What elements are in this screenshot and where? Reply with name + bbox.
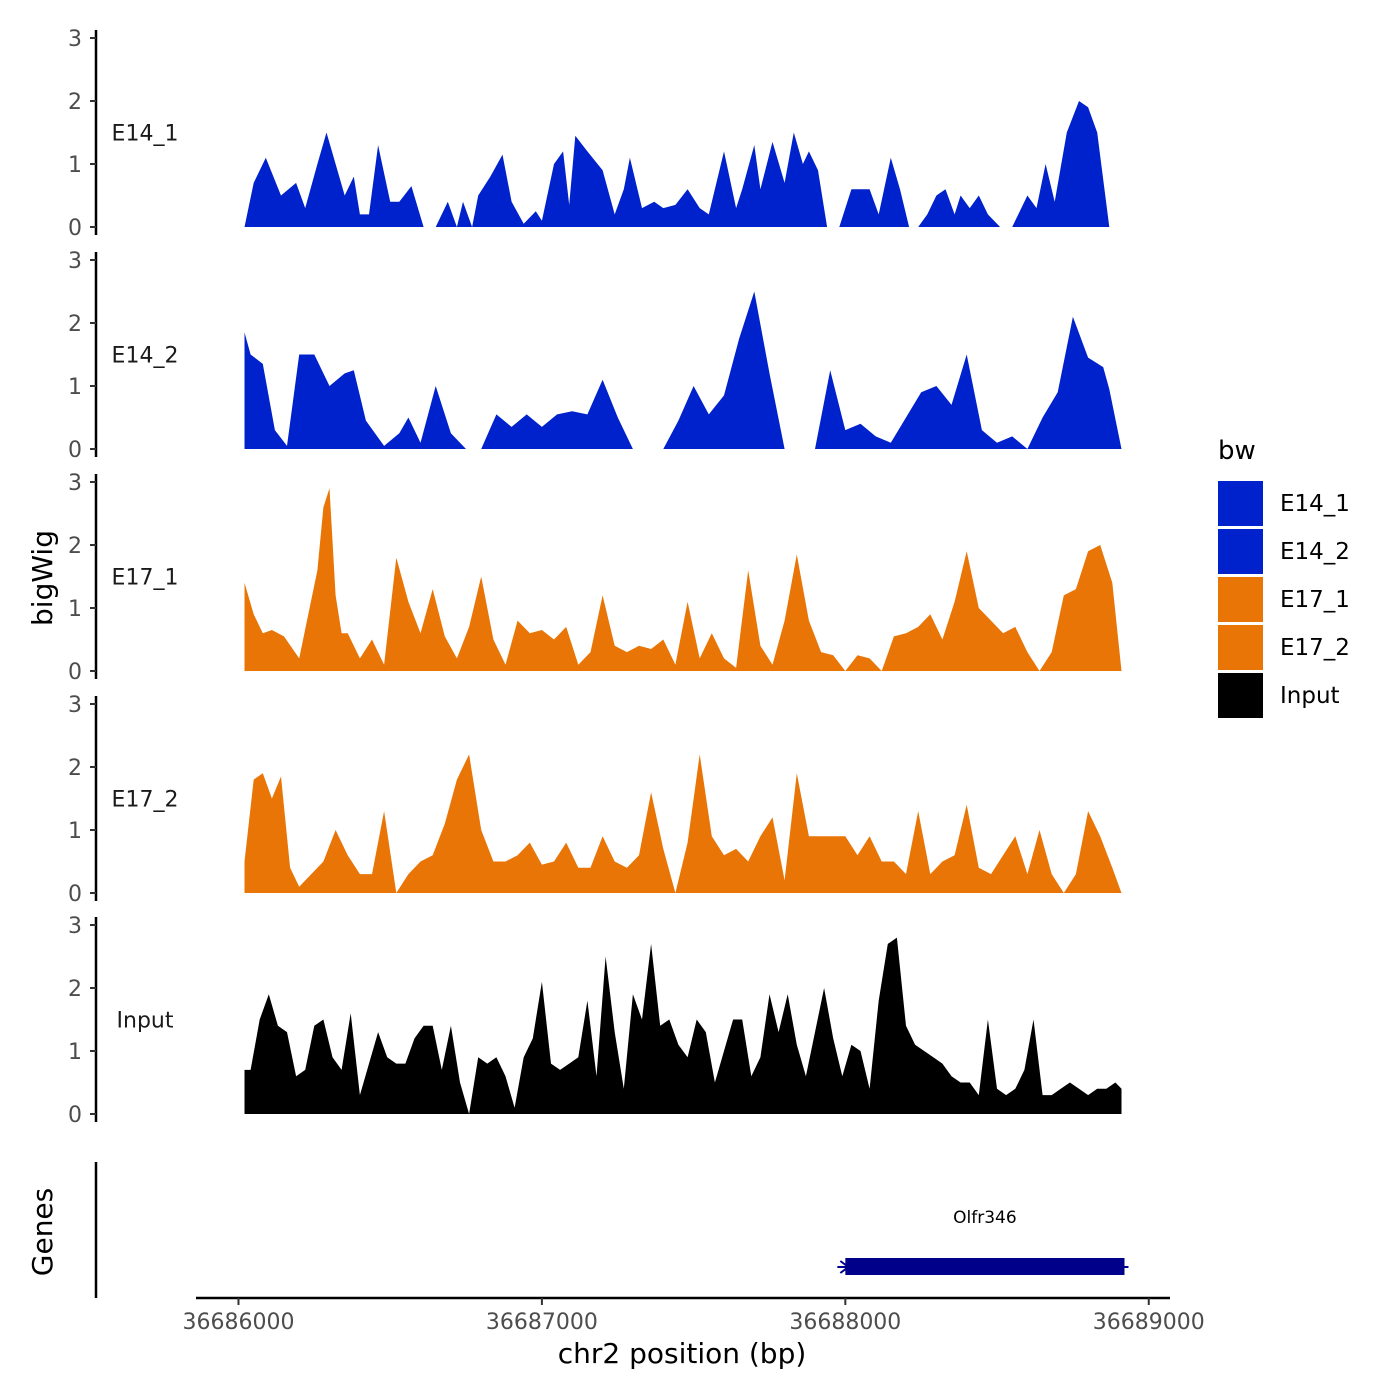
x-axis: 36686000 36687000 36688000 36689000 [182,1296,1205,1335]
track-Input: 0 1 2 3 Input [68,914,1122,1128]
gene-label-Olfr346: Olfr346 [953,1208,1017,1228]
y-tick-label-E14_1-2: 2 [68,90,82,115]
legend-label-E17_1: E17_1 [1280,587,1350,613]
legend: bw E14_1 E14_2 E17_1 E17_2 Input [1218,436,1350,718]
signal-tracks: 0 1 2 3 E14_1 0 1 2 3 E14_2 0 1 2 3 E17_1 0 1 2 3 E17_2 0 1 2 3… [68,27,1122,1128]
x-tick-label-36687000: 36687000 [486,1310,598,1335]
track-E17_2: 0 1 2 3 E17_2 [68,693,1122,907]
track-label-E14_2: E14_2 [112,344,179,369]
area-E14_1 [244,101,1122,227]
y-tick-label-E14_1-3: 3 [68,27,82,52]
x-tick-label-36686000: 36686000 [182,1310,294,1335]
y-tick-label-E14_2-1: 1 [68,375,82,400]
y-tick-label-E14_2-3: 3 [68,249,82,274]
track-E14_2: 0 1 2 3 E14_2 [68,249,1122,463]
y-tick-label-E17_2-0: 0 [68,882,82,907]
legend-label-E14_1: E14_1 [1280,491,1350,517]
legend-key-E17_2 [1218,625,1263,670]
track-label-E17_1: E17_1 [112,566,179,591]
legend-key-E14_1 [1218,481,1263,526]
track-label-E14_1: E14_1 [112,122,179,147]
track-label-Input: Input [117,1009,174,1034]
strand-arrow-icon [839,1260,850,1274]
legend-label-E17_2: E17_2 [1280,635,1350,661]
y-tick-label-E17_2-2: 2 [68,756,82,781]
genes-panel: Olfr346 [94,1162,1129,1298]
area-E17_1 [244,488,1122,671]
legend-key-E17_1 [1218,577,1263,622]
legend-label-Input: Input [1280,683,1340,709]
y-tick-label-Input-2: 2 [68,977,82,1002]
y-tick-label-E14_1-1: 1 [68,153,82,178]
y-tick-label-E17_2-3: 3 [68,693,82,718]
legend-title: bw [1218,436,1256,466]
legend-key-E14_2 [1218,529,1263,574]
y-tick-label-E17_1-3: 3 [68,471,82,496]
y-tick-label-E14_2-0: 0 [68,438,82,463]
y-tick-label-E17_1-2: 2 [68,534,82,559]
y-axis-title: bigWig [26,530,59,626]
y-tick-label-E17_1-0: 0 [68,660,82,685]
area-E14_2 [244,291,1122,449]
area-E17_2 [244,754,1122,893]
x-axis-title: chr2 position (bp) [558,1337,807,1370]
y-tick-label-Input-0: 0 [68,1103,82,1128]
y-tick-label-E17_2-1: 1 [68,819,82,844]
y-tick-label-E14_2-2: 2 [68,312,82,337]
y-tick-label-E17_1-1: 1 [68,597,82,622]
gene-features: Olfr346 [837,1208,1129,1275]
track-E17_1: 0 1 2 3 E17_1 [68,471,1122,685]
track-E14_1: 0 1 2 3 E14_1 [68,27,1122,241]
legend-key-Input [1218,673,1263,718]
track-label-E17_2: E17_2 [112,788,179,813]
y-tick-label-E14_1-0: 0 [68,216,82,241]
x-tick-label-36689000: 36689000 [1093,1310,1205,1335]
x-tick-label-36688000: 36688000 [789,1310,901,1335]
legend-label-E14_2: E14_2 [1280,539,1350,565]
gene-Olfr346: Olfr346 [837,1208,1129,1275]
y-tick-label-Input-3: 3 [68,914,82,939]
area-Input [244,937,1122,1114]
y-tick-label-Input-1: 1 [68,1040,82,1065]
genes-axis-title: Genes [26,1188,59,1276]
